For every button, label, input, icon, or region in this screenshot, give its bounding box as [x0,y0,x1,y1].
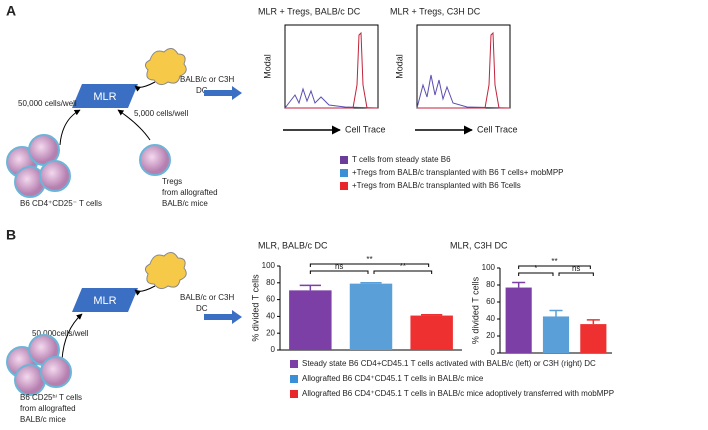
arrow [59,109,81,146]
sig-label: ns [335,262,343,271]
flow-arrow [204,86,242,100]
sig-label: ** [366,255,372,264]
bar [505,287,532,353]
y-tick-label: 40 [266,312,275,321]
sig-bracket [309,270,369,274]
legend-swatch [340,182,348,190]
flow-arrow [204,310,242,324]
dc-label: DC [196,304,208,313]
y-tick-label: 20 [486,331,495,340]
tregs-label: Tregs [162,177,182,186]
error-bar [512,281,526,288]
arrow [134,81,156,92]
sig-bracket [518,272,554,276]
tcells-label: B6 CD4⁺CD25⁻ T cells [20,199,102,208]
curve [416,74,511,109]
panel-label: A [6,3,16,19]
diagram-b: MLR BALB/c or C3H DC 50,000cells/well B6… [6,252,242,424]
arrow [117,109,151,141]
y-label: % divided T cells [470,276,480,344]
y-tick-label: 0 [491,348,496,357]
bar [580,324,607,353]
sig-label: ** [551,257,557,266]
y-tick-label: 100 [262,261,276,270]
y-label: Modal [394,54,404,79]
chart-title: MLR, C3H DC [450,240,508,250]
y-label: Modal [262,54,272,79]
legend-label: +Tregs from BALB/c transplanted with B6 … [352,181,521,190]
mlr-box [72,288,138,312]
error-bar [360,282,382,284]
error-bar [299,284,321,291]
legend-label: +Tregs from BALB/c transplanted with B6 … [352,168,564,177]
tcells-label: BALB/c mice [20,415,66,424]
legend-label: Allografted B6 CD4⁺CD45.1 T cells in BAL… [302,374,484,383]
mlr-label: MLR [93,295,116,307]
plot-frame [416,24,511,109]
legend-swatch [290,360,298,368]
y-tick-label: 20 [266,328,275,337]
tcells-label: B6 CD25ʰⁱ T cells [20,393,82,402]
bar [542,316,570,353]
tcells-label: from allografted [20,404,76,413]
y-tick-label: 0 [271,345,276,354]
legend-swatch [290,375,298,383]
y-tick-label: 80 [266,278,275,287]
arrow [134,285,156,296]
y-tick-label: 60 [486,297,495,306]
sig-label: ** [400,262,406,271]
y-label: % divided T cells [250,274,260,342]
chart-title: MLR, BALB/c DC [258,240,328,250]
legend-swatch [340,169,348,177]
y-tick-label: 40 [486,314,495,323]
x-label: Cell Trace [477,124,518,134]
y-tick-label: 60 [266,295,275,304]
cells-label: 50,000cells/well [32,329,89,338]
dc-label: DC [196,86,208,95]
arrow [61,313,83,361]
y-tick-label: 100 [482,263,496,272]
tregs-label: from allografted [162,188,218,197]
dc-label: BALB/c or C3H [180,75,234,84]
dc-icon [144,48,187,86]
legend-swatch [290,390,298,398]
curve [285,31,378,109]
x-label: Cell Trace [345,124,386,134]
tregs-label: BALB/c mice [162,199,208,208]
curve [417,31,510,109]
cells [6,134,171,198]
sig-bracket [558,272,594,276]
sig-bracket [309,263,430,267]
mlr-label: MLR [93,91,116,103]
error-bar [421,313,443,316]
legend-label: Allografted B6 CD4⁺CD45.1 T cells in BAL… [302,389,614,398]
cells-label: 50,000 cells/well [18,99,77,108]
cells [6,334,72,396]
plot-title: MLR + Tregs, C3H DC [390,6,481,16]
legend-label: T cells from steady state B6 [352,155,451,164]
sig-bracket [373,270,433,274]
curve [284,87,379,109]
plot-title: MLR + Tregs, BALB/c DC [258,6,361,16]
bar [410,315,453,350]
bar [289,290,332,350]
sig-label: * [534,264,537,273]
diagram-a: MLR BALB/c or C3H DC 50,000 cells/well 5… [6,48,242,208]
legend-label: Steady state B6 CD4+CD45.1 T cells activ… [302,359,596,368]
sig-bracket [518,265,591,269]
dc-label: BALB/c or C3H [180,293,234,302]
dc-icon [144,252,187,290]
error-bar [586,319,600,325]
mlr-box [72,84,138,108]
plot-frame [284,24,379,109]
legend-swatch [340,156,348,164]
y-tick-label: 80 [486,280,495,289]
error-bar [549,309,563,317]
panel-label: B [6,227,16,243]
bar [349,283,393,350]
sig-label: ns [572,264,580,273]
cells-label: 5,000 cells/well [134,109,188,118]
